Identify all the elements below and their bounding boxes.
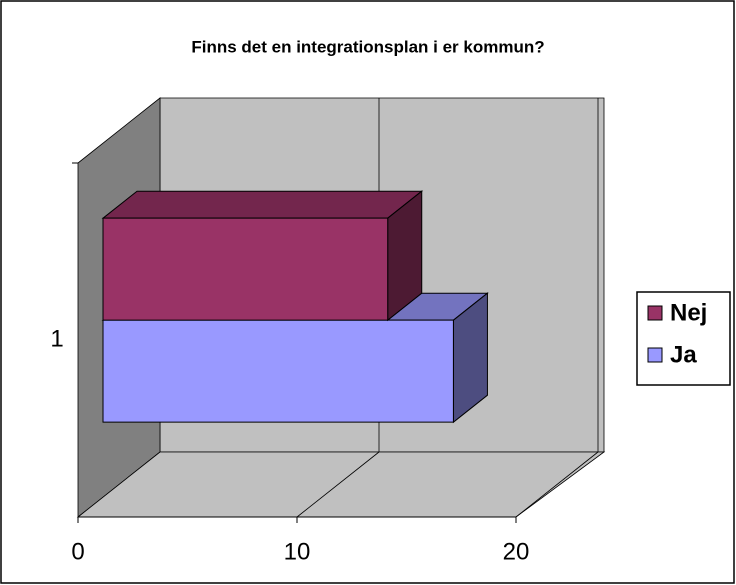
legend-swatch — [647, 347, 663, 363]
bar — [102, 319, 454, 423]
x-tick-label: 20 — [503, 538, 530, 565]
x-tick-label: 10 — [284, 538, 311, 565]
chart-title: Finns det en integrationsplan i er kommu… — [191, 37, 544, 56]
bar — [102, 217, 389, 321]
legend-label: Ja — [670, 341, 697, 368]
bar-top — [101, 190, 424, 219]
grid-line — [296, 451, 380, 518]
x-tick-label: 0 — [71, 538, 84, 565]
grid-line — [515, 451, 599, 518]
y-tick-label: 1 — [50, 325, 63, 352]
floor — [76, 451, 606, 518]
legend-swatch — [647, 305, 663, 321]
legend-label: Nej — [670, 299, 707, 326]
